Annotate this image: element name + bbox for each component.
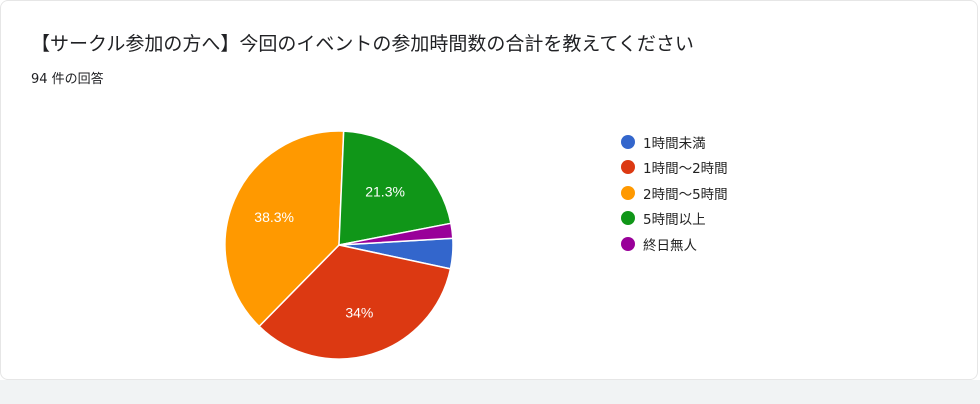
legend-label: 5時間以上	[643, 212, 706, 229]
chart-title: 【サークル参加の方へ】今回のイベントの参加時間数の合計を教えてください	[31, 33, 694, 55]
legend-swatch	[621, 236, 635, 251]
pie-slice-label-3: 38.3%	[254, 209, 294, 225]
legend-label: 1時間未満	[643, 135, 706, 152]
legend-swatch	[621, 160, 635, 175]
response-count: 94 件の回答	[31, 72, 104, 87]
legend-swatch	[621, 134, 635, 149]
legend-label: 終日無人	[643, 237, 697, 254]
pie-chart: 34% 38.3% 21.3%	[224, 130, 454, 360]
legend-label: 2時間〜5時間	[643, 186, 728, 203]
pie-slice-4	[338, 130, 452, 246]
legend-swatch	[621, 185, 635, 200]
legend-item: 終日無人	[621, 231, 728, 257]
legend-label: 1時間〜2時間	[643, 161, 728, 178]
pie-slice-label-4: 21.3%	[365, 183, 405, 199]
legend-item: 1時間未満	[621, 129, 728, 155]
chart-card: 【サークル参加の方へ】今回のイベントの参加時間数の合計を教えてください 94 件…	[0, 0, 978, 380]
pie-slice-5	[338, 222, 454, 246]
legend-item: 5時間以上	[621, 206, 728, 232]
legend-item: 1時間〜2時間	[621, 155, 728, 181]
pie-slice-3	[224, 130, 345, 328]
legend-item: 2時間〜5時間	[621, 180, 728, 206]
page-bottom-background	[0, 380, 980, 404]
legend-swatch	[621, 211, 635, 226]
pie-slice-label-2: 34%	[345, 305, 373, 321]
pie-slice-2	[258, 244, 452, 360]
chart-legend: 1時間未満 1時間〜2時間 2時間〜5時間 5時間以上終日無人	[621, 129, 728, 257]
